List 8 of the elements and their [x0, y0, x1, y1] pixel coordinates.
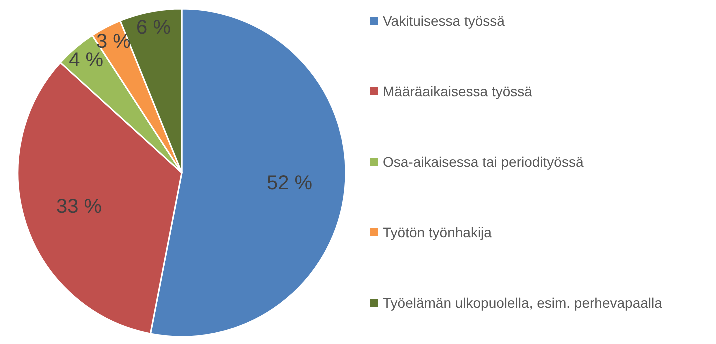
data-label: 4 %	[69, 50, 104, 72]
legend-label: Osa-aikaisessa tai periodityössä	[383, 154, 584, 170]
data-label: 52 %	[266, 172, 313, 194]
legend-label: Työtön työnhakija	[383, 224, 492, 240]
legend-label: Vakituisessa työssä	[383, 13, 506, 29]
legend-label: Työelämän ulkopuolella, esim. perhevapaalla	[383, 295, 663, 311]
data-label: 33 %	[56, 196, 102, 218]
legend-label: Määräaikaisessa työssä	[383, 84, 533, 100]
